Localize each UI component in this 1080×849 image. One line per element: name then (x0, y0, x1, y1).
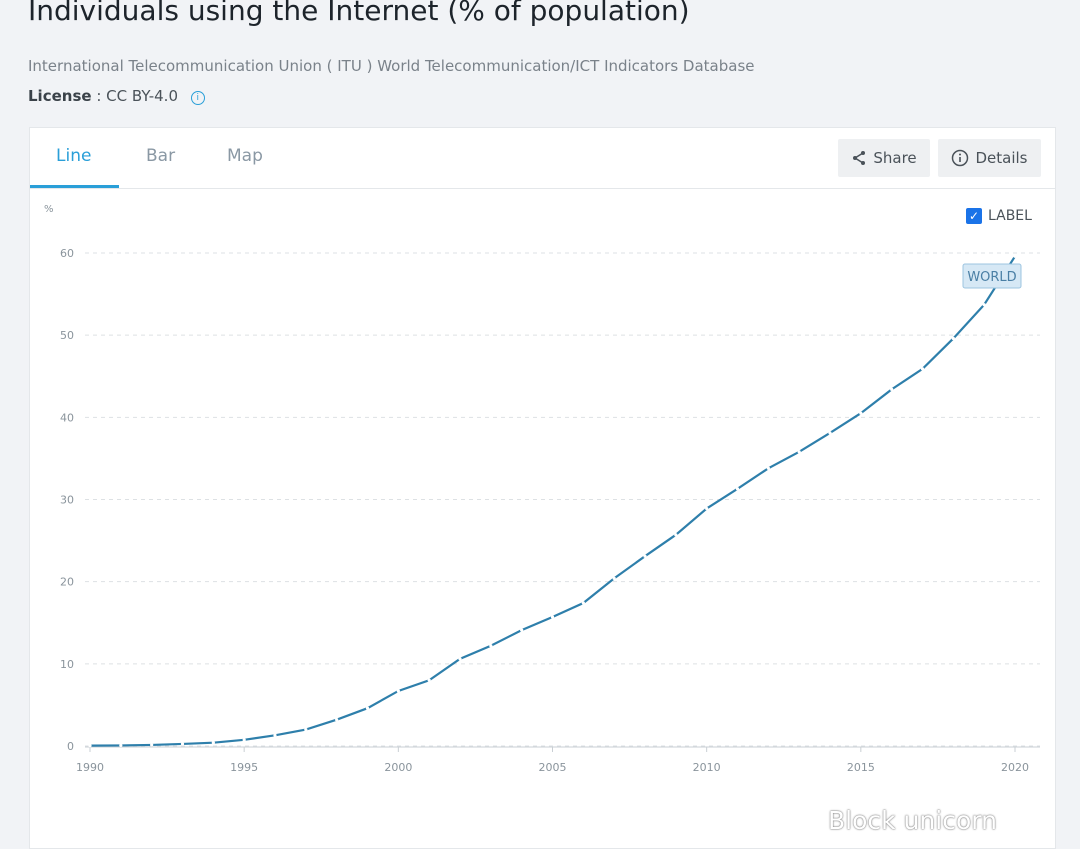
data-point (550, 615, 555, 619)
checkbox-checked-icon[interactable]: ✓ (966, 208, 982, 224)
data-point (88, 743, 92, 748)
data-point (766, 466, 770, 470)
data-point (335, 718, 339, 722)
y-tick-label: 40 (60, 411, 74, 424)
watermark: Block unicorn (828, 806, 997, 835)
data-point (180, 742, 185, 746)
tab-map[interactable]: Map (227, 146, 263, 166)
details-button[interactable]: Details (938, 139, 1041, 177)
data-point (797, 450, 801, 454)
data-point (581, 601, 585, 605)
x-tick-label: 2010 (693, 761, 721, 774)
data-point (150, 743, 154, 747)
data-point (489, 644, 493, 648)
info-circle-icon (952, 149, 969, 167)
data-point (427, 678, 431, 682)
y-tick-label: 60 (60, 247, 74, 260)
page-title: Individuals using the Internet (% of pop… (28, 0, 690, 27)
data-point (458, 657, 462, 661)
label-toggle[interactable]: ✓ LABEL (966, 208, 1032, 224)
x-tick-label: 2020 (1001, 761, 1029, 774)
data-point (520, 628, 524, 632)
data-point (735, 487, 740, 491)
data-point (920, 367, 925, 371)
license-label: License (28, 87, 92, 105)
share-icon (853, 151, 866, 165)
share-button[interactable]: Share (838, 139, 930, 177)
data-point (365, 706, 370, 710)
y-tick-label: 20 (60, 576, 74, 589)
data-point (982, 303, 986, 307)
y-tick-label: 30 (60, 494, 74, 507)
y-tick-label: 10 (60, 658, 74, 671)
y-axis-label: % (44, 204, 54, 215)
tab-line[interactable]: Line (56, 146, 92, 166)
y-tick-label: 0 (67, 740, 74, 753)
data-source: International Telecommunication Union ( … (28, 57, 755, 75)
data-point (211, 741, 215, 745)
data-point (643, 554, 647, 558)
data-point (859, 411, 863, 415)
share-label: Share (873, 149, 917, 167)
data-point (273, 733, 277, 737)
active-tab-indicator (30, 185, 119, 188)
x-tick-label: 2015 (847, 761, 875, 774)
label-toggle-text: LABEL (988, 208, 1032, 224)
x-tick-label: 2005 (539, 761, 567, 774)
data-point (1013, 254, 1017, 258)
data-point (242, 738, 246, 742)
x-tick-label: 1990 (76, 761, 104, 774)
chart-tabs: Line Bar Map Share Details (30, 128, 1055, 189)
license: License : CC BY-4.0 i (28, 87, 205, 105)
series-line-world (89, 255, 1016, 747)
chart-card: Line Bar Map Share Details ✓ LABEL (29, 127, 1056, 849)
data-point (890, 387, 894, 391)
x-tick-label: 1995 (230, 761, 258, 774)
series-label-box (962, 263, 1022, 289)
tab-bar[interactable]: Bar (146, 146, 176, 166)
data-point (304, 727, 308, 732)
data-point (119, 743, 123, 748)
data-point (674, 533, 678, 537)
info-icon[interactable]: i (190, 91, 205, 105)
data-point (396, 689, 400, 693)
license-value: : CC BY-4.0 (96, 87, 178, 105)
data-point (828, 431, 832, 435)
data-point (612, 576, 616, 580)
x-tick-label: 2000 (384, 761, 412, 774)
series-label-world: WORLD (967, 270, 1016, 285)
y-tick-label: 50 (60, 329, 74, 342)
data-point (705, 506, 709, 511)
data-point (951, 336, 955, 341)
details-label: Details (975, 149, 1028, 167)
